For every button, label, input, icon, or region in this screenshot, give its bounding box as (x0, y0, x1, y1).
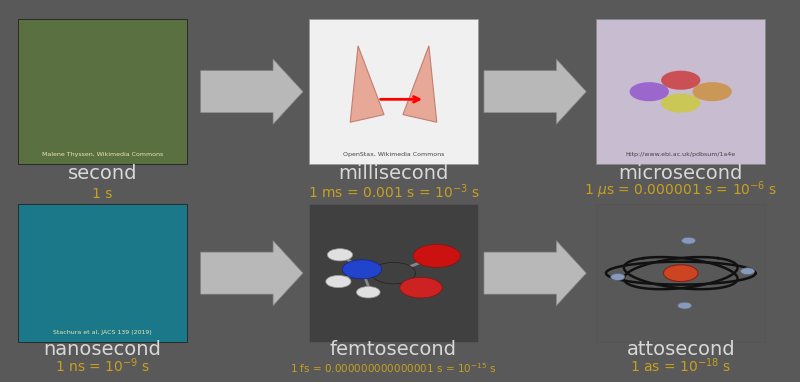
Circle shape (741, 268, 754, 275)
Polygon shape (201, 241, 303, 306)
Circle shape (661, 94, 701, 113)
FancyBboxPatch shape (309, 19, 478, 164)
Text: http://www.ebi.ac.uk/pdbsum/1a4e: http://www.ebi.ac.uk/pdbsum/1a4e (626, 152, 736, 157)
Text: Stachura et al, JACS 139 (2019): Stachura et al, JACS 139 (2019) (53, 330, 152, 335)
Text: Malene Thyssen, Wikimedia Commons: Malene Thyssen, Wikimedia Commons (42, 152, 163, 157)
Text: 1 as = 10$^{-18}$ s: 1 as = 10$^{-18}$ s (630, 356, 731, 375)
Text: 1 $\mu$s = 0.000001 s = 10$^{-6}$ s: 1 $\mu$s = 0.000001 s = 10$^{-6}$ s (584, 179, 778, 201)
Circle shape (610, 274, 625, 280)
Circle shape (371, 262, 415, 284)
Text: 1 ns = 10$^{-9}$ s: 1 ns = 10$^{-9}$ s (54, 356, 150, 375)
FancyBboxPatch shape (596, 19, 766, 164)
Circle shape (342, 260, 382, 279)
Text: second: second (67, 164, 137, 183)
Circle shape (326, 275, 351, 288)
Circle shape (678, 302, 692, 309)
Text: microsecond: microsecond (618, 164, 743, 183)
Circle shape (630, 82, 669, 101)
Text: 1 s: 1 s (92, 186, 113, 201)
Circle shape (413, 244, 460, 267)
Text: millisecond: millisecond (338, 164, 449, 183)
Polygon shape (484, 59, 586, 124)
Circle shape (400, 277, 442, 298)
Polygon shape (403, 46, 437, 122)
Circle shape (327, 249, 353, 261)
Polygon shape (484, 241, 586, 306)
Polygon shape (201, 59, 303, 124)
FancyBboxPatch shape (596, 204, 766, 342)
Circle shape (693, 82, 732, 101)
Text: OpenStax, Wikimedia Commons: OpenStax, Wikimedia Commons (342, 152, 444, 157)
Text: attosecond: attosecond (626, 340, 735, 359)
Circle shape (663, 265, 698, 282)
FancyBboxPatch shape (18, 204, 187, 342)
FancyBboxPatch shape (309, 204, 478, 342)
Text: nanosecond: nanosecond (43, 340, 162, 359)
Polygon shape (350, 46, 384, 122)
Circle shape (357, 286, 380, 298)
FancyBboxPatch shape (18, 19, 187, 164)
Text: 1 ms = 0.001 s = 10$^{-3}$ s: 1 ms = 0.001 s = 10$^{-3}$ s (308, 182, 479, 201)
Circle shape (682, 237, 696, 244)
Text: 1 fs = 0.000000000000001 s = 10$^{-15}$ s: 1 fs = 0.000000000000001 s = 10$^{-15}$ … (290, 361, 497, 375)
Text: femtosecond: femtosecond (330, 340, 457, 359)
Circle shape (661, 71, 701, 90)
